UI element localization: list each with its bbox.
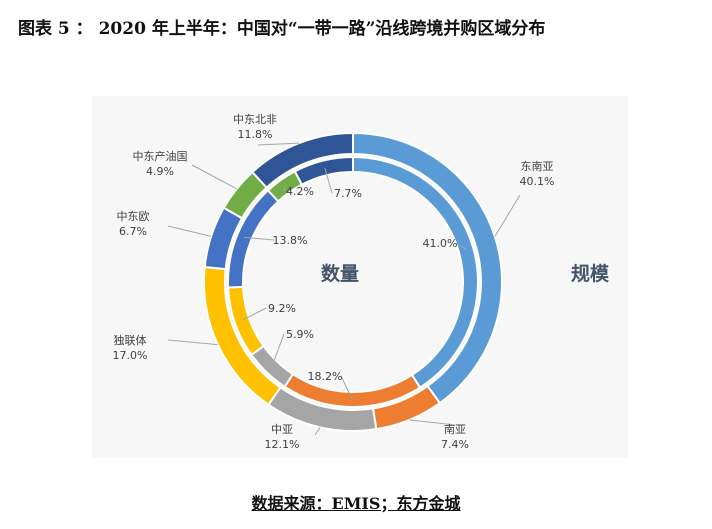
inner-value-label-4: 13.8% (273, 234, 308, 247)
outer-category-label-5: 中东产油国 (133, 149, 188, 163)
outer-category-label-3: 独联体 (114, 333, 147, 347)
leader-lines (167, 142, 521, 436)
data-labels: 东南亚 40.1% 南亚 7.4% 中亚 12.1% 独联体 17.0% 中东欧 6.7% 中东产油… (113, 113, 555, 451)
inner-leader-5 (283, 185, 286, 192)
outer-value-label-5: 4.9% (146, 165, 174, 178)
series-label-inner: 数量 (321, 262, 359, 285)
inner-value-label-6: 7.7% (334, 187, 362, 200)
source-note: 数据来源：EMIS；东方金城 (0, 490, 712, 514)
inner-segment-6 (293, 155, 354, 186)
outer-category-label-2: 中亚 (271, 423, 293, 436)
inner-value-label-3: 9.2% (268, 302, 296, 315)
outer-category-label-6: 中东北非 (233, 113, 277, 126)
inner-leader-4 (244, 236, 275, 241)
outer-value-label-4: 6.7% (119, 225, 147, 238)
outer-leader-1 (409, 419, 456, 426)
outer-category-label-4: 中东欧 (117, 210, 150, 223)
inner-leader-1 (340, 375, 353, 400)
series-label-outer: 规模 (571, 262, 610, 285)
inner-leader-6 (324, 167, 333, 194)
inner-value-label-1: 18.2% (308, 370, 343, 383)
outer-leader-6 (257, 142, 300, 146)
source-text: 数据来源：EMIS；东方金城 (251, 494, 461, 513)
outer-leader-0 (494, 194, 521, 237)
outer-category-label-0: 东南亚 (521, 160, 554, 173)
outer-leader-5 (191, 164, 237, 190)
outer-segment-6 (250, 131, 354, 190)
outer-ring (203, 131, 503, 432)
inner-leader-0 (455, 242, 467, 250)
outer-value-label-0: 40.1% (520, 175, 555, 188)
figure-title: 图表 5 ： 2020 年上半年：中国对“一带一路”沿线跨境并购区域分布 (18, 19, 546, 39)
outer-value-label-6: 11.8% (238, 128, 273, 141)
inner-value-label-5: 4.2% (286, 185, 314, 198)
inner-value-label-0: 41.0% (423, 237, 458, 250)
outer-category-label-1: 南亚 (444, 423, 466, 436)
inner-leader-3 (241, 307, 267, 321)
outer-value-label-3: 17.0% (113, 349, 148, 362)
outer-value-label-1: 7.4% (441, 438, 469, 451)
outer-leader-4 (167, 225, 212, 237)
inner-leader-2 (271, 333, 285, 368)
inner-value-label-2: 5.9% (286, 328, 314, 341)
outer-leader-2 (314, 427, 321, 436)
outer-value-label-2: 12.1% (265, 438, 300, 451)
outer-leader-3 (167, 339, 218, 346)
